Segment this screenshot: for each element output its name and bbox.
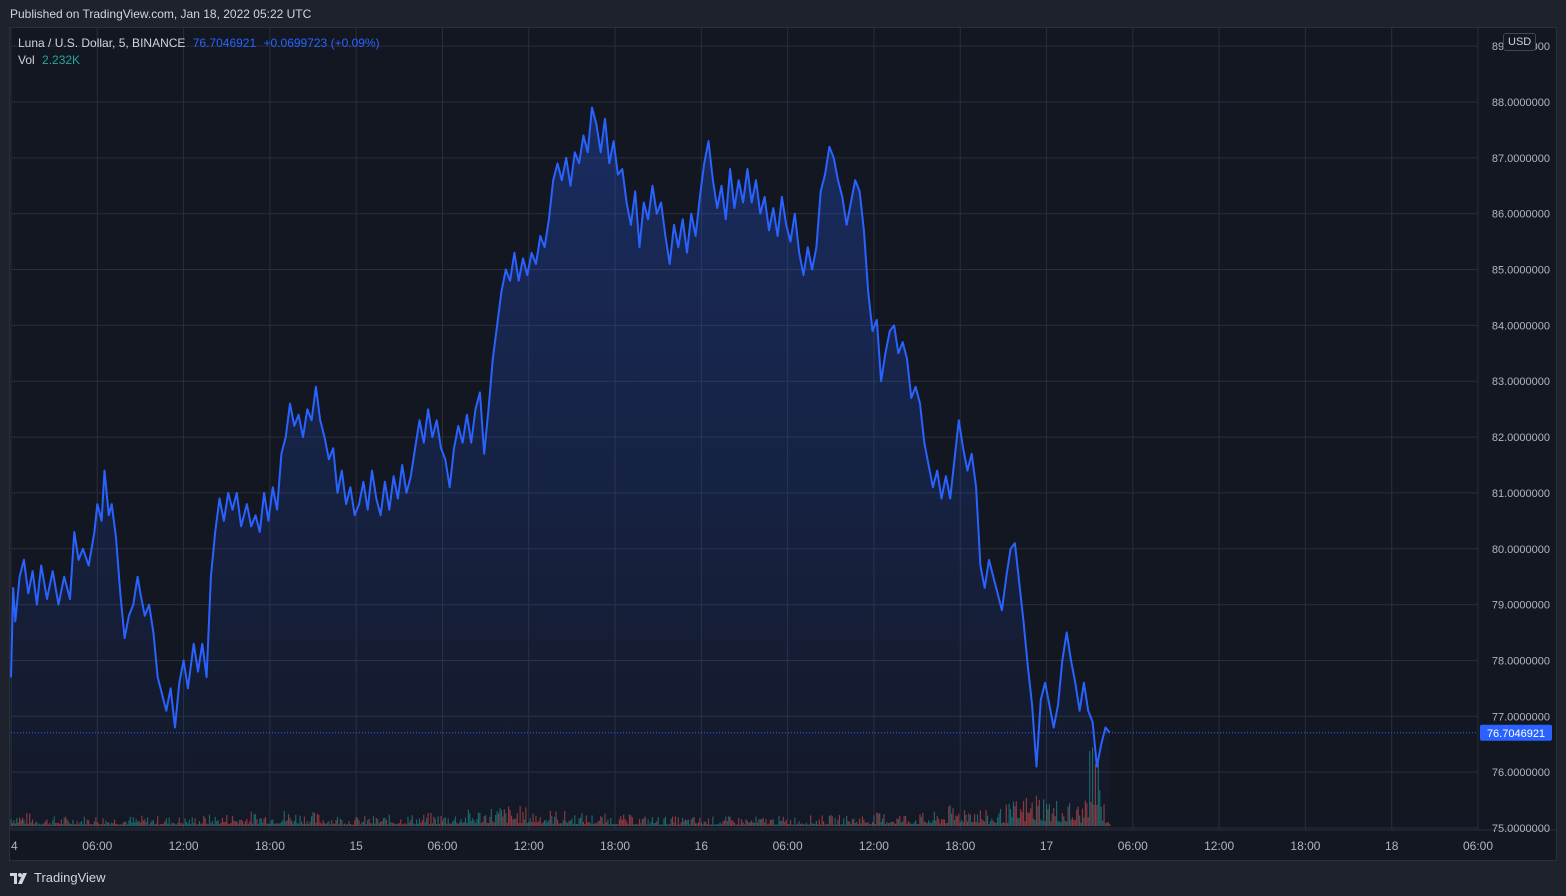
y-tick-label: 87.0000000 bbox=[1492, 153, 1550, 165]
x-tick-label: 18:00 bbox=[1290, 839, 1320, 853]
volume-label[interactable]: Vol bbox=[18, 53, 35, 67]
x-tick-label: 06:00 bbox=[773, 839, 803, 853]
x-tick-label: 15 bbox=[349, 839, 363, 853]
x-tick-label: 12:00 bbox=[514, 839, 544, 853]
symbol-title[interactable]: Luna / U.S. Dollar, 5, BINANCE bbox=[18, 36, 186, 50]
price-chart[interactable]: 89.000000088.000000087.000000086.0000000… bbox=[10, 28, 1557, 861]
y-tick-label: 77.0000000 bbox=[1492, 711, 1550, 723]
y-tick-label: 83.0000000 bbox=[1492, 376, 1550, 388]
x-tick-label: 06:00 bbox=[427, 839, 457, 853]
volume-row: Vol 2.232K bbox=[18, 52, 380, 69]
y-tick-label: 75.0000000 bbox=[1492, 823, 1550, 835]
x-tick-label: 18:00 bbox=[600, 839, 630, 853]
price-axis[interactable]: 89.000000088.000000087.000000086.0000000… bbox=[1492, 41, 1550, 835]
last-price-marker: 76.7046921 bbox=[11, 724, 1552, 741]
y-tick-label: 84.0000000 bbox=[1492, 320, 1550, 332]
currency-button[interactable]: USD bbox=[1503, 33, 1537, 51]
y-tick-label: 82.0000000 bbox=[1492, 432, 1550, 444]
volume-value: 2.232K bbox=[42, 53, 81, 67]
x-tick-label: 06:00 bbox=[1118, 839, 1148, 853]
x-tick-label: 12:00 bbox=[1204, 839, 1234, 853]
footer-brand-label: TradingView bbox=[34, 870, 106, 885]
price-change: +0.0699723 (+0.09%) bbox=[263, 36, 380, 50]
y-tick-label: 79.0000000 bbox=[1492, 600, 1550, 612]
tradingview-logo-icon bbox=[10, 872, 27, 884]
y-tick-label: 86.0000000 bbox=[1492, 209, 1550, 221]
x-tick-label: 12:00 bbox=[859, 839, 889, 853]
x-tick-label: 17 bbox=[1040, 839, 1054, 853]
last-price-label: 76.7046921 bbox=[1487, 728, 1545, 740]
chart-legend: Luna / U.S. Dollar, 5, BINANCE 76.704692… bbox=[18, 35, 380, 69]
x-tick-label: 16 bbox=[695, 839, 709, 853]
x-tick-label: 06:00 bbox=[1463, 839, 1493, 853]
x-tick-label: 18:00 bbox=[255, 839, 285, 853]
x-tick-label: 18:00 bbox=[945, 839, 975, 853]
y-tick-label: 76.0000000 bbox=[1492, 767, 1550, 779]
symbol-row: Luna / U.S. Dollar, 5, BINANCE 76.704692… bbox=[18, 35, 380, 52]
last-price-badge bbox=[1480, 724, 1552, 741]
footer-brand[interactable]: TradingView bbox=[10, 870, 106, 885]
published-caption: Published on TradingView.com, Jan 18, 20… bbox=[10, 7, 312, 21]
x-tick-label: 18 bbox=[1385, 839, 1399, 853]
x-tick-label: 4 bbox=[11, 839, 18, 853]
time-axis[interactable]: 4 06:00 12:00 18:00 15 06:00 12:00 18:00 16 06:00… bbox=[11, 839, 1493, 853]
y-tick-label: 80.0000000 bbox=[1492, 544, 1550, 556]
y-tick-label: 78.0000000 bbox=[1492, 655, 1550, 667]
x-tick-label: 06:00 bbox=[82, 839, 112, 853]
volume-bar bbox=[1109, 823, 1111, 826]
y-tick-label: 85.0000000 bbox=[1492, 265, 1550, 277]
chart-frame[interactable]: 89.000000088.000000087.000000086.0000000… bbox=[9, 27, 1557, 861]
price-area bbox=[10, 106, 1111, 831]
y-tick-label: 88.0000000 bbox=[1492, 97, 1550, 109]
price-line bbox=[10, 106, 1111, 768]
x-tick-label: 12:00 bbox=[169, 839, 199, 853]
last-value: 76.7046921 bbox=[192, 36, 257, 50]
y-tick-label: 81.0000000 bbox=[1492, 488, 1550, 500]
price-area-fill bbox=[11, 107, 1110, 831]
